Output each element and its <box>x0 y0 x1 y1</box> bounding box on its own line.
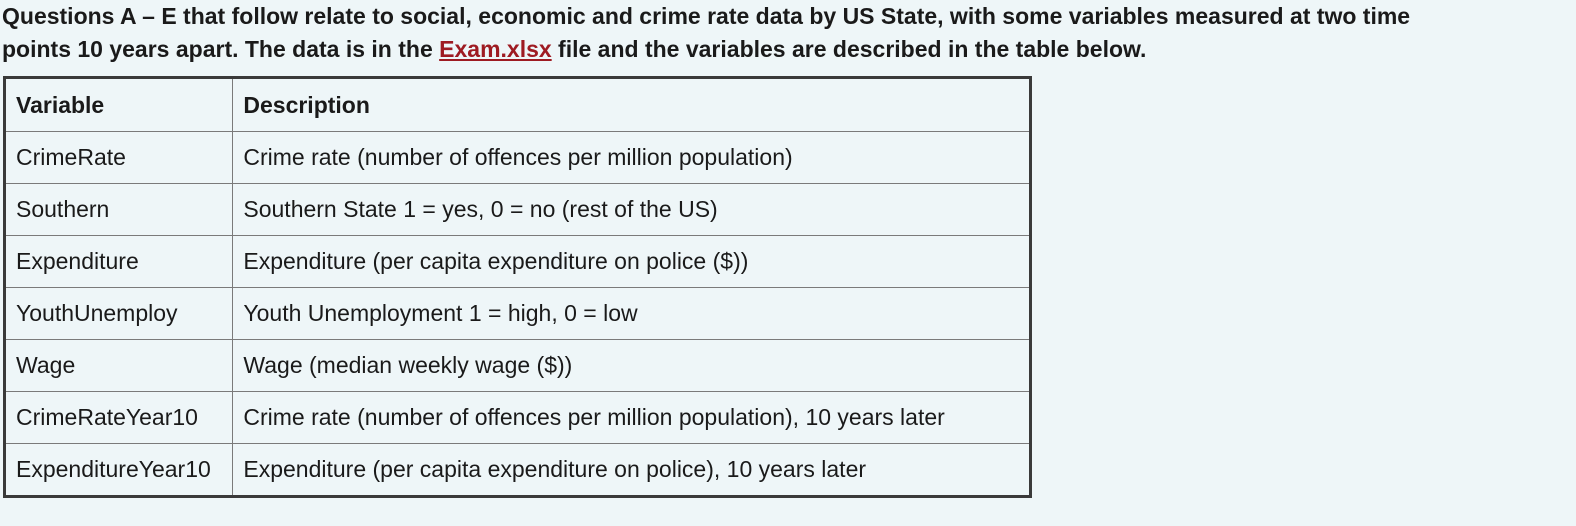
intro-text-before-link: points 10 years apart. The data is in th… <box>2 36 440 62</box>
description-cell: Southern State 1 = yes, 0 = no (rest of … <box>232 183 1031 236</box>
table-row: Expenditure Expenditure (per capita expe… <box>3 235 1031 288</box>
variable-cell: YouthUnemploy <box>3 287 234 340</box>
variable-cell: Southern <box>3 183 234 236</box>
variable-cell: CrimeRate <box>3 131 234 184</box>
variable-cell: Expenditure <box>3 235 234 288</box>
table-row: CrimeRate Crime rate (number of offences… <box>3 131 1031 184</box>
header-variable: Variable <box>3 77 234 132</box>
description-cell: Crime rate (number of offences per milli… <box>232 131 1031 184</box>
table-row: ExpenditureYear10 Expenditure (per capit… <box>3 443 1031 497</box>
variables-table: Variable Description CrimeRate Crime rat… <box>3 76 1032 498</box>
table-row: Wage Wage (median weekly wage ($)) <box>3 339 1031 392</box>
description-cell: Expenditure (per capita expenditure on p… <box>232 235 1031 288</box>
table-row: YouthUnemploy Youth Unemployment 1 = hig… <box>3 287 1031 340</box>
table-row: CrimeRateYear10 Crime rate (number of of… <box>3 391 1031 444</box>
description-cell: Crime rate (number of offences per milli… <box>232 391 1031 444</box>
description-cell: Wage (median weekly wage ($)) <box>232 339 1031 392</box>
intro-paragraph: Questions A – E that follow relate to so… <box>2 0 1570 66</box>
variable-cell: CrimeRateYear10 <box>3 391 234 444</box>
exam-file-link[interactable]: Exam.xlsx <box>439 36 552 62</box>
intro-line-1: Questions A – E that follow relate to so… <box>2 3 1411 29</box>
description-cell: Expenditure (per capita expenditure on p… <box>232 443 1031 497</box>
table-row: Southern Southern State 1 = yes, 0 = no … <box>3 183 1031 236</box>
intro-text-after-link: file and the variables are described in … <box>551 36 1147 62</box>
variable-cell: ExpenditureYear10 <box>3 443 234 497</box>
header-description: Description <box>232 77 1031 132</box>
variable-cell: Wage <box>3 339 234 392</box>
description-cell: Youth Unemployment 1 = high, 0 = low <box>232 287 1031 340</box>
table-header-row: Variable Description <box>3 77 1031 132</box>
intro-line-2: points 10 years apart. The data is in th… <box>2 33 1570 66</box>
